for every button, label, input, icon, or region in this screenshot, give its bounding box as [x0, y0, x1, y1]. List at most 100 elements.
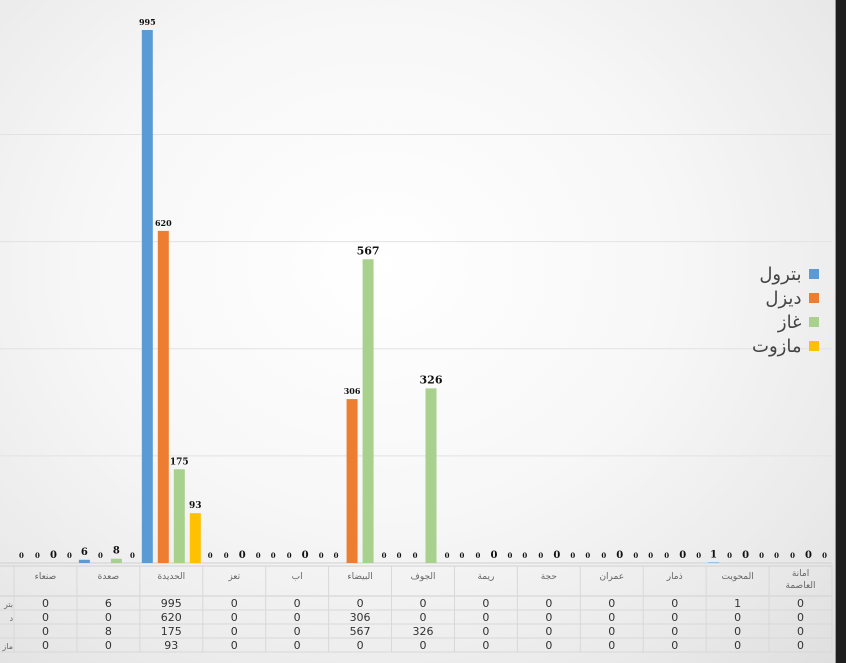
table-cell-gas-5: 567	[350, 625, 371, 638]
table-cell-mazut-7: 0	[482, 639, 489, 652]
bar-petrol-2	[141, 30, 153, 563]
table-header-0: صنعاء	[35, 572, 57, 582]
legend-swatch-diesel	[809, 293, 820, 303]
label-gas-12: 0	[805, 550, 812, 561]
table-cell-diesel-2: 620	[161, 611, 182, 624]
label-mazut-2: 93	[189, 501, 202, 511]
label-diesel-0: 0	[35, 551, 40, 560]
label-gas-0: 0	[50, 550, 57, 561]
table-cell-petrol-2: 995	[161, 597, 182, 610]
table-cell-petrol-0: 0	[42, 597, 49, 610]
legend-item-mazut: مازوت	[752, 334, 820, 358]
legend-swatch-petrol	[809, 269, 820, 279]
table-cell-diesel-6: 0	[420, 611, 427, 624]
label-mazut-3: 0	[256, 551, 261, 560]
label-diesel-8: 0	[538, 551, 543, 560]
table-cell-petrol-9: 0	[608, 597, 615, 610]
label-mazut-5: 0	[382, 551, 387, 560]
label-mazut-1: 0	[130, 551, 135, 560]
label-petrol-10: 0	[648, 551, 653, 560]
table-header-9: عمران	[599, 572, 624, 582]
table-header-1: صعدة	[98, 572, 119, 582]
bar-gas-1	[110, 558, 122, 563]
table-cell-gas-9: 0	[608, 625, 615, 638]
label-petrol-7: 0	[459, 551, 464, 560]
legend-label-petrol: بترول	[759, 263, 802, 285]
table-cell-gas-1: 8	[105, 625, 112, 638]
table-cell-diesel-3: 0	[231, 611, 238, 624]
table-cell-mazut-5: 0	[357, 639, 364, 652]
label-mazut-9: 0	[633, 551, 638, 560]
legend-item-diesel: ديزل	[752, 286, 820, 310]
table-cell-petrol-6: 0	[420, 597, 427, 610]
label-petrol-6: 0	[397, 551, 402, 560]
label-petrol-3: 0	[208, 551, 213, 560]
table-cell-gas-2: 175	[161, 625, 182, 638]
legend-swatch-gas	[809, 317, 820, 327]
table-header-8: حجة	[541, 572, 557, 582]
label-petrol-5: 0	[334, 551, 339, 560]
table-cell-mazut-3: 0	[231, 639, 238, 652]
label-gas-1: 8	[113, 546, 120, 557]
right-edge-line	[835, 0, 836, 663]
table-cell-diesel-1: 0	[105, 611, 112, 624]
table-cell-diesel-12: 0	[797, 611, 804, 624]
label-mazut-4: 0	[319, 551, 324, 560]
label-diesel-6: 0	[413, 551, 418, 560]
table-cell-mazut-9: 0	[608, 639, 615, 652]
label-gas-9: 0	[616, 550, 623, 561]
label-petrol-1: 6	[81, 547, 88, 558]
bar-diesel-5	[346, 399, 358, 563]
label-mazut-8: 0	[570, 551, 575, 560]
table-row-label-diesel: د	[9, 614, 13, 623]
legend: بترول ديزل غاز مازوت	[752, 262, 820, 358]
table-cell-petrol-5: 0	[357, 597, 364, 610]
table-header-12-1: العاصمة	[786, 581, 816, 591]
table-cell-petrol-10: 0	[671, 597, 678, 610]
legend-label-diesel: ديزل	[765, 287, 802, 309]
table-header-4: اب	[292, 572, 303, 582]
table-cell-diesel-11: 0	[734, 611, 741, 624]
table-cell-mazut-2: 93	[164, 639, 178, 652]
label-petrol-4: 0	[271, 551, 276, 560]
label-gas-4: 0	[302, 550, 309, 561]
label-gas-11: 0	[742, 550, 749, 561]
label-mazut-12: 0	[822, 551, 827, 560]
table-cell-gas-12: 0	[797, 625, 804, 638]
table-header-10: ذمار	[666, 572, 683, 582]
label-diesel-10: 0	[664, 551, 669, 560]
label-diesel-1: 0	[98, 551, 103, 560]
table-header-11: المحويت	[721, 572, 753, 582]
table-cell-diesel-4: 0	[294, 611, 301, 624]
label-diesel-2: 620	[155, 218, 172, 228]
table-cell-diesel-0: 0	[42, 611, 49, 624]
label-mazut-11: 0	[759, 551, 764, 560]
legend-label-mazut: مازوت	[752, 335, 802, 357]
table-cell-gas-8: 0	[545, 625, 552, 638]
table-cell-mazut-10: 0	[671, 639, 678, 652]
table-cell-gas-10: 0	[671, 625, 678, 638]
table-cell-gas-6: 326	[413, 625, 434, 638]
table-cell-gas-0: 0	[42, 625, 49, 638]
label-petrol-9: 0	[585, 551, 590, 560]
legend-item-gas: غاز	[752, 310, 820, 334]
bar-gas-2	[173, 469, 185, 563]
label-mazut-7: 0	[507, 551, 512, 560]
table-cell-diesel-10: 0	[671, 611, 678, 624]
table-cell-petrol-4: 0	[294, 597, 301, 610]
table-cell-diesel-7: 0	[482, 611, 489, 624]
legend-label-gas: غاز	[777, 311, 802, 333]
label-diesel-11: 0	[727, 551, 732, 560]
label-petrol-2: 995	[139, 17, 156, 27]
label-gas-6: 326	[420, 373, 443, 386]
table-cell-petrol-3: 0	[231, 597, 238, 610]
label-petrol-0: 0	[19, 551, 24, 560]
table-header-5: البيضاء	[347, 572, 372, 582]
label-gas-10: 0	[679, 550, 686, 561]
table-cell-diesel-8: 0	[545, 611, 552, 624]
table-cell-mazut-6: 0	[420, 639, 427, 652]
label-diesel-4: 0	[287, 551, 292, 560]
label-diesel-12: 0	[790, 551, 795, 560]
table-cell-diesel-9: 0	[608, 611, 615, 624]
